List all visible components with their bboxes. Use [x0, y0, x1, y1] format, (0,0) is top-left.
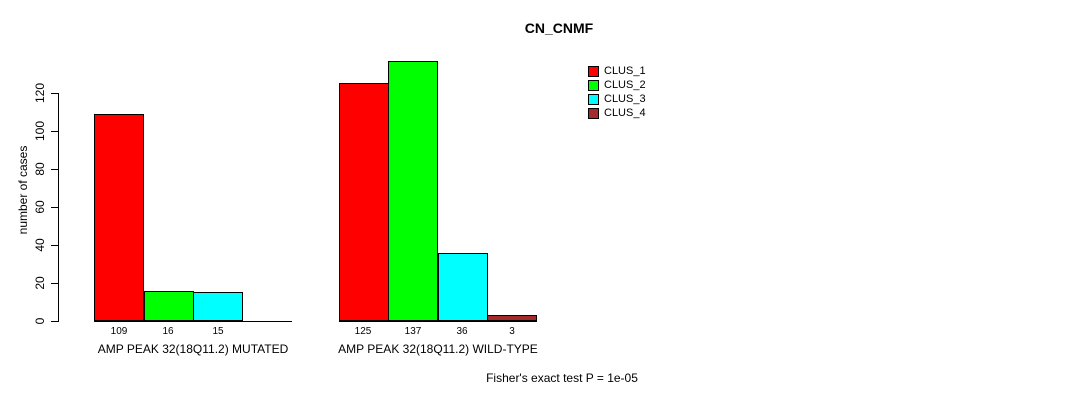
legend: CLUS_1 CLUS_2 CLUS_3 CLUS_4 [588, 64, 646, 120]
legend-swatch-clus_2 [588, 79, 599, 91]
group-label: AMP PEAK 32(18Q11.2) WILD-TYPE [338, 342, 538, 356]
y-tick-mark [51, 283, 58, 284]
y-tick-mark [51, 131, 58, 132]
group-label: AMP PEAK 32(18Q11.2) MUTATED [97, 342, 289, 356]
y-tick-mark [51, 169, 58, 170]
y-tick-label: 60 [33, 200, 47, 214]
legend-label: CLUS_1 [604, 65, 646, 77]
legend-item-clus_1: CLUS_1 [588, 64, 646, 78]
bar-clus_1 [339, 83, 389, 321]
bar-value-label: 3 [509, 326, 515, 337]
bar-clus_2 [144, 291, 194, 321]
legend-swatch-clus_1 [588, 65, 599, 77]
y-tick-mark [51, 207, 58, 208]
legend-swatch-clus_3 [588, 93, 599, 105]
chart-title: CN_CNMF [524, 20, 594, 36]
bar-clus_1 [94, 114, 144, 321]
bar-value-label: 125 [354, 326, 372, 337]
bar-value-label: 109 [110, 326, 128, 337]
bar-clus_3 [193, 292, 243, 321]
y-tick-mark [51, 245, 58, 246]
y-tick-label: 20 [33, 276, 47, 290]
legend-item-clus_4: CLUS_4 [588, 106, 646, 120]
fisher-test-annotation: Fisher's exact test P = 1e-05 [486, 371, 638, 385]
y-tick-label: 120 [33, 82, 47, 104]
bar-value-label: 36 [456, 326, 468, 337]
y-axis-line [58, 93, 59, 322]
legend-item-clus_3: CLUS_3 [588, 92, 646, 106]
y-tick-label: 40 [33, 238, 47, 252]
bar-value-label: 137 [404, 326, 422, 337]
legend-item-clus_2: CLUS_2 [588, 78, 646, 92]
y-axis-label: number of cases [16, 145, 30, 235]
group-baseline [94, 321, 292, 322]
y-tick-mark [51, 93, 58, 94]
bar-clus_4 [487, 315, 537, 321]
legend-label: CLUS_4 [604, 107, 646, 119]
y-tick-label: 100 [33, 120, 47, 142]
bar-value-label: 16 [162, 326, 174, 337]
legend-label: CLUS_3 [604, 93, 646, 105]
legend-swatch-clus_4 [588, 107, 599, 119]
y-tick-label: 0 [33, 317, 47, 325]
y-tick-label: 80 [33, 162, 47, 176]
y-tick-mark [51, 321, 58, 322]
group-baseline [339, 321, 537, 322]
legend-label: CLUS_2 [604, 79, 646, 91]
bar-clus_2 [388, 61, 438, 321]
bar-clus_3 [438, 253, 488, 321]
bar-value-label: 15 [212, 326, 224, 337]
